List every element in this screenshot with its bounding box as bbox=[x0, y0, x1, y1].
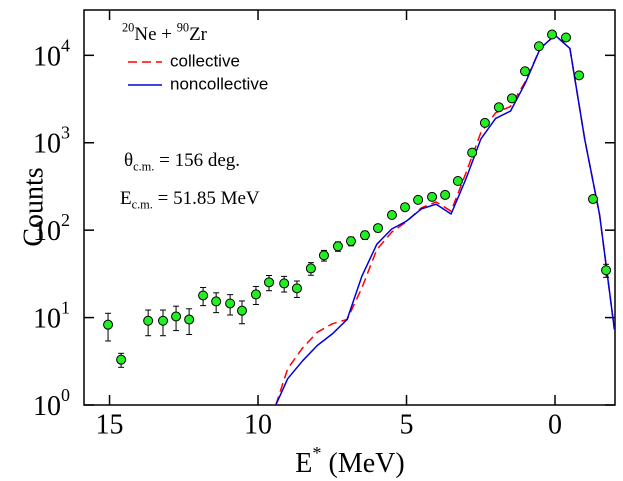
y-axis-label: Counts bbox=[18, 167, 49, 246]
y-tick-base: 10 bbox=[33, 42, 61, 73]
x-tick-label: 10 bbox=[244, 409, 272, 440]
y-tick-base: 10 bbox=[33, 217, 61, 248]
data-point bbox=[184, 314, 195, 325]
data-point bbox=[318, 250, 329, 261]
text-part: θ bbox=[124, 150, 133, 171]
data-point bbox=[264, 277, 275, 288]
data-point bbox=[479, 117, 490, 128]
data-point bbox=[279, 278, 290, 289]
annotation: 20Ne + 90Zr bbox=[122, 20, 208, 45]
x-axis-label: E* (MeV) bbox=[295, 443, 404, 479]
data-point bbox=[520, 66, 531, 77]
plot-frame bbox=[83, 9, 616, 406]
x-tick-label: 5 bbox=[400, 409, 414, 440]
y-tick-exponent: 2 bbox=[61, 210, 70, 230]
line-collective bbox=[275, 34, 615, 405]
data-point bbox=[225, 298, 236, 309]
data-point bbox=[236, 305, 247, 316]
data-point bbox=[400, 202, 411, 213]
data-point bbox=[506, 93, 517, 104]
data-point bbox=[493, 102, 504, 113]
y-tick-label: 103 bbox=[33, 123, 70, 160]
text-part: Ne + bbox=[134, 24, 176, 45]
y-tick-base: 10 bbox=[33, 304, 61, 335]
y-tick-exponent: 1 bbox=[61, 298, 70, 318]
text-part: c.m. bbox=[133, 160, 154, 174]
data-point bbox=[427, 191, 438, 202]
data-point bbox=[171, 311, 182, 322]
text-part: 90 bbox=[177, 20, 189, 34]
data-point bbox=[291, 283, 302, 294]
legend-label: noncollective bbox=[170, 74, 268, 93]
y-tick-label: 104 bbox=[33, 35, 70, 72]
data-point bbox=[157, 315, 168, 326]
annotation: Ec.m. = 51.85 MeV bbox=[120, 188, 260, 211]
text-part: 20 bbox=[122, 20, 134, 34]
data-point bbox=[452, 176, 463, 187]
data-point bbox=[547, 29, 558, 40]
data-point bbox=[198, 290, 209, 301]
data-point bbox=[345, 236, 356, 247]
y-tick-label: 102 bbox=[33, 210, 70, 247]
line-noncollective bbox=[275, 34, 615, 405]
y-tick-exponent: 4 bbox=[61, 35, 70, 55]
text-part: * bbox=[312, 443, 321, 463]
text-part: = 156 deg. bbox=[154, 150, 240, 171]
data-point bbox=[574, 70, 585, 81]
y-tick-exponent: 3 bbox=[61, 123, 70, 143]
data-point bbox=[386, 210, 397, 221]
x-tick-label: 0 bbox=[548, 409, 562, 440]
data-point bbox=[305, 263, 316, 274]
y-tick-base: 10 bbox=[33, 391, 61, 422]
data-point bbox=[359, 230, 370, 241]
y-tick-label: 101 bbox=[33, 298, 70, 335]
data-point bbox=[143, 315, 154, 326]
lines bbox=[275, 34, 615, 405]
data-point bbox=[413, 194, 424, 205]
legend-label: collective bbox=[170, 51, 240, 70]
text-part: E bbox=[120, 188, 132, 209]
text-part: Zr bbox=[189, 24, 208, 45]
x-tick-label: 15 bbox=[96, 409, 124, 440]
text-part: c.m. bbox=[132, 198, 153, 212]
y-tick-base: 10 bbox=[33, 129, 61, 160]
data-point bbox=[588, 194, 599, 205]
data-point bbox=[116, 354, 127, 365]
data-point bbox=[467, 147, 478, 158]
data-point bbox=[332, 241, 343, 252]
annotation: θc.m. = 156 deg. bbox=[124, 150, 240, 173]
text-part: = 51.85 MeV bbox=[153, 188, 260, 209]
text-part: (MeV) bbox=[322, 448, 405, 479]
text-part: E bbox=[295, 448, 312, 479]
data-point bbox=[373, 223, 384, 234]
data-point bbox=[250, 289, 261, 300]
data-point bbox=[560, 32, 571, 43]
y-tick-label: 100 bbox=[33, 385, 70, 422]
data-point bbox=[440, 189, 451, 200]
data-point bbox=[601, 265, 612, 276]
y-tick-exponent: 0 bbox=[61, 385, 70, 405]
data-point bbox=[533, 41, 544, 52]
data-point bbox=[103, 319, 114, 330]
data-point bbox=[211, 296, 222, 307]
